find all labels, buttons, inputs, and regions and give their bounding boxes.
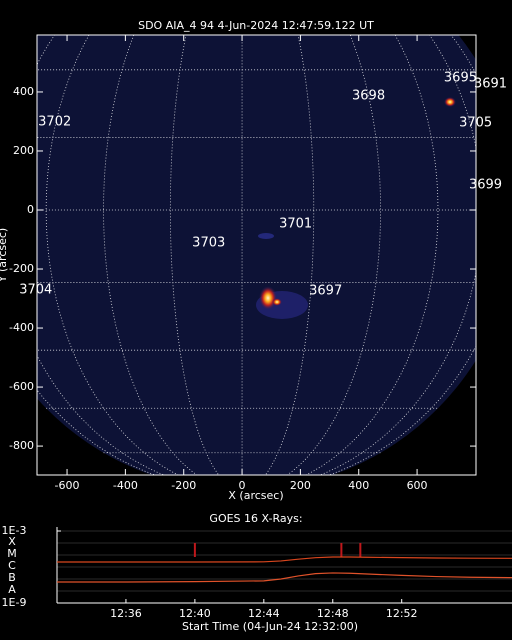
class-label: M: [7, 547, 17, 560]
y-tick-label: -200: [9, 262, 34, 275]
x-tick-label: -600: [55, 479, 80, 492]
y-tick-label: 1E-9: [2, 596, 27, 609]
y-axis-label: Y (arcsec): [0, 228, 9, 283]
x-tick-label: 12:44: [248, 607, 280, 620]
class-label: X: [8, 535, 16, 548]
y-tick-label: -800: [9, 439, 34, 452]
region-label: 3695: [444, 71, 477, 86]
x-tick-label: 600: [407, 479, 428, 492]
solar-image: [37, 35, 476, 475]
x-tick-label: -200: [171, 479, 196, 492]
flare-kernel: [272, 298, 282, 306]
region-label: 3703: [192, 236, 225, 251]
x-axis-label: X (arcsec): [228, 489, 283, 502]
x-tick-label: 12:40: [179, 607, 211, 620]
image-frame: [36, 34, 477, 476]
y-tick-label: 200: [13, 144, 34, 157]
class-label: C: [8, 559, 16, 572]
graticule: [37, 35, 476, 475]
y-tick-label: 0: [27, 203, 34, 216]
region-label: 3702: [38, 115, 71, 130]
goes-x-label: Start Time (04-Jun-24 12:32:00): [182, 620, 358, 633]
y-tick-label: 1E-3: [2, 524, 27, 537]
solar-disk: [37, 35, 476, 475]
x-tick-label: 400: [348, 479, 369, 492]
class-label: A: [8, 583, 16, 596]
image-title: SDO AIA_4 94 4-Jun-2024 12:47:59.122 UT: [138, 19, 374, 32]
region-label: 3701: [279, 216, 312, 231]
faint-region: [258, 233, 274, 239]
class-label: B: [8, 571, 16, 584]
x-tick-label: 12:48: [317, 607, 349, 620]
region-label: 3699: [469, 177, 502, 192]
x-tick-label: 12:52: [386, 607, 418, 620]
goes-flux-line: [57, 572, 512, 583]
goes-title: GOES 16 X-Rays:: [209, 512, 302, 525]
flare-kernel: [259, 286, 277, 310]
region-label: 3705: [459, 115, 492, 130]
x-tick-label: 0: [239, 479, 246, 492]
x-tick-label: 200: [290, 479, 311, 492]
region-label: 3691: [474, 76, 507, 91]
region-label: 3697: [309, 284, 342, 299]
y-tick-label: -400: [9, 321, 34, 334]
x-tick-label: -400: [113, 479, 138, 492]
region-label: 3704: [19, 282, 52, 297]
region-label: 3698: [352, 89, 385, 104]
bright-point: [444, 97, 456, 107]
y-tick-label: -600: [9, 380, 34, 393]
x-tick-label: 12:36: [110, 607, 142, 620]
goes-flux-line: [57, 556, 512, 563]
y-tick-label: 400: [13, 85, 34, 98]
